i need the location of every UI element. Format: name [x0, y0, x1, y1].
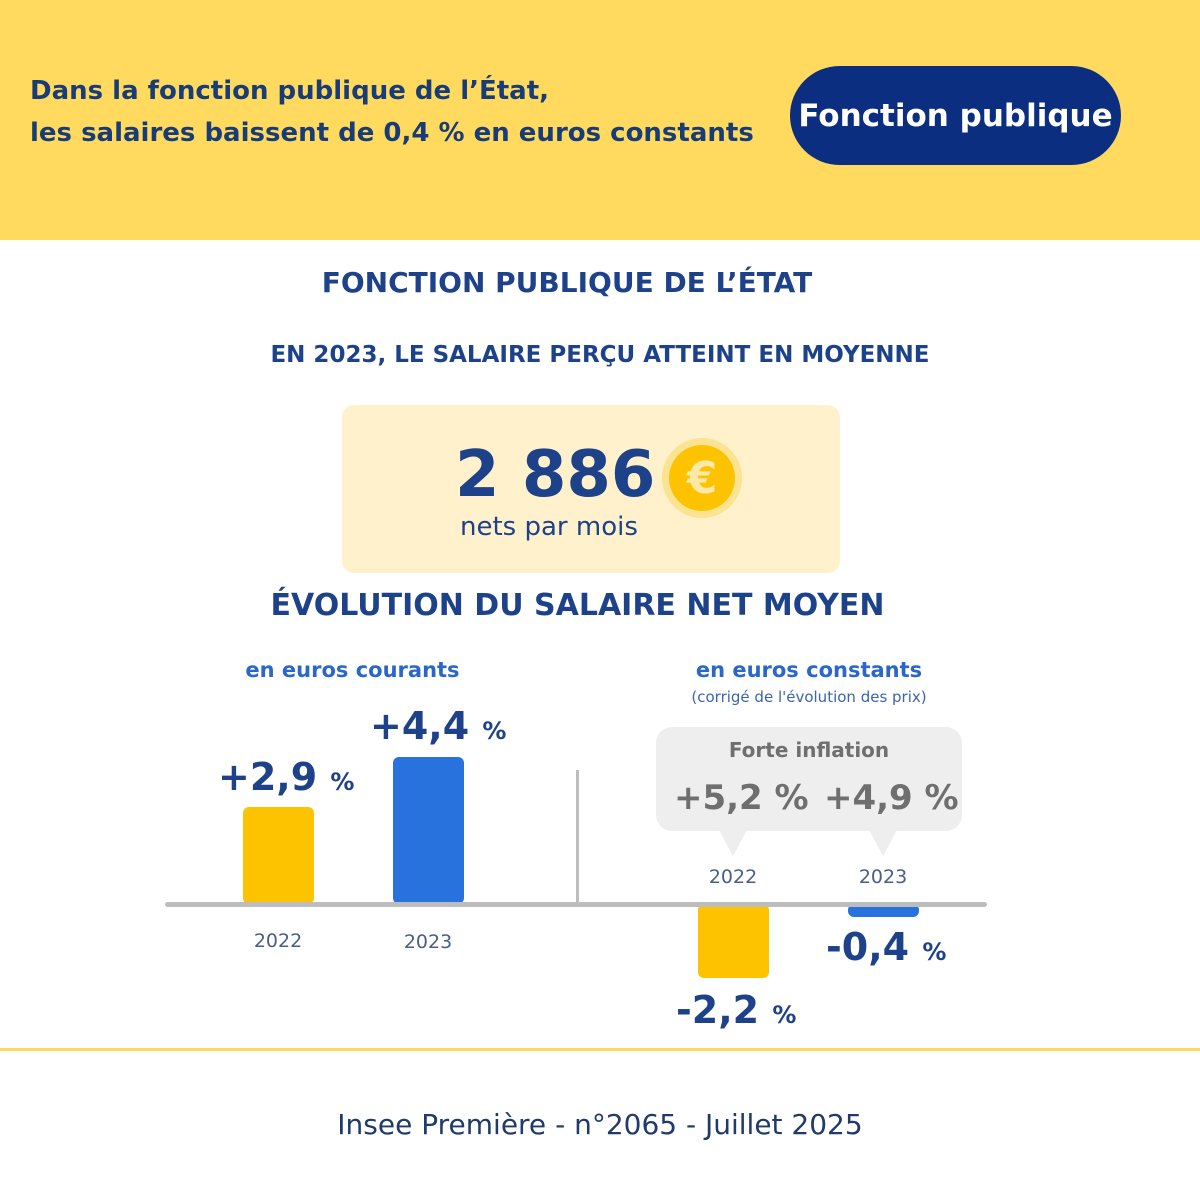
section-title: FONCTION PUBLIQUE DE L’ÉTAT — [321, 266, 813, 299]
headline: Dans la fonction publique de l’État, les… — [30, 70, 754, 154]
subtitle: EN 2023, LE SALAIRE PERÇU ATTEINT EN MOY… — [270, 342, 930, 368]
salary-amount: 2 886 — [455, 438, 656, 512]
data-label: -0,4 % — [826, 925, 946, 969]
x-tick-label: 2023 — [403, 931, 453, 953]
x-tick-label: 2023 — [858, 866, 908, 888]
evolution-title: ÉVOLUTION DU SALAIRE NET MOYEN — [270, 588, 885, 623]
bar-2023 — [848, 904, 919, 918]
zero-axis — [165, 902, 987, 907]
data-label-unit: % — [772, 1001, 797, 1029]
data-label-value: -2,2 — [676, 988, 760, 1032]
inflation-2022: +5,2 % — [674, 778, 809, 818]
footer-source: Insee Première - n°2065 - Juillet 2025 — [337, 1108, 863, 1141]
inflation-callout — [656, 727, 962, 831]
headline-line-1: Dans la fonction publique de l’État, — [30, 76, 550, 106]
data-label: -2,2 % — [676, 988, 796, 1032]
x-tick-label: 2022 — [708, 866, 758, 888]
salary-box — [342, 405, 840, 573]
bar-2022 — [698, 904, 769, 978]
chart-subtitle-constant: (corrigé de l'évolution des prix) — [691, 688, 927, 706]
data-label: +4,4 % — [370, 704, 506, 748]
callout-tail — [869, 830, 897, 856]
inflation-2023: +4,9 % — [824, 778, 959, 818]
footer-divider — [0, 1048, 1200, 1051]
bar-2023 — [393, 756, 464, 904]
data-label-value: +2,9 — [218, 755, 318, 799]
euro-symbol: € — [669, 445, 735, 511]
inflation-title: Forte inflation — [728, 738, 890, 762]
data-label-unit: % — [330, 768, 355, 796]
data-label-unit: % — [482, 717, 507, 745]
callout-tail — [719, 830, 747, 856]
headline-line-2: les salaires baissent de 0,4 % en euros … — [30, 118, 754, 148]
chart-title-constant: en euros constants — [695, 658, 923, 682]
data-label: +2,9 % — [218, 755, 354, 799]
data-label-value: -0,4 — [826, 925, 910, 969]
chart-title-current: en euros courants — [245, 658, 460, 682]
chart-divider — [576, 770, 579, 902]
data-label-value: +4,4 — [370, 704, 470, 748]
x-tick-label: 2022 — [253, 930, 303, 952]
euro-coin-icon: € — [662, 438, 742, 518]
category-pill[interactable]: Fonction publique — [790, 66, 1121, 165]
data-label-unit: % — [922, 938, 947, 966]
bar-2022 — [243, 806, 314, 904]
salary-unit: nets par mois — [460, 512, 638, 542]
